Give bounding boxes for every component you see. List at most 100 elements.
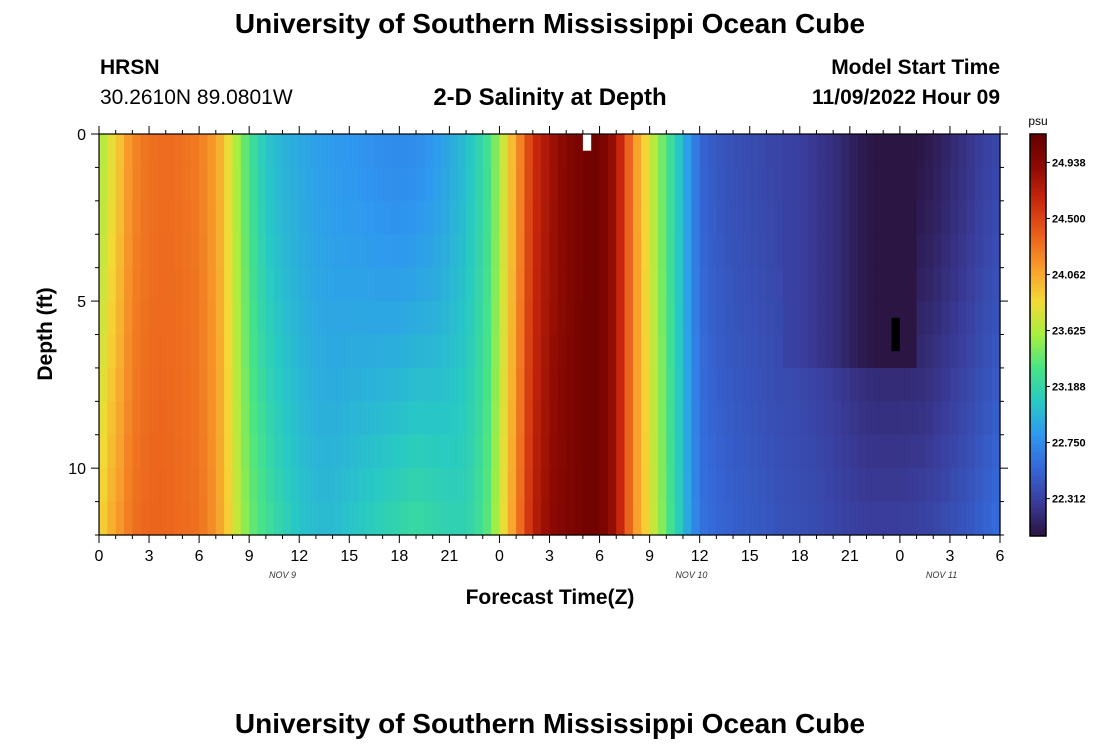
heatmap-cell [649,501,659,536]
heatmap-cell [916,434,926,469]
heatmap-cell [507,468,517,503]
heatmap-cell [916,234,926,269]
heatmap-cell [866,401,876,436]
heatmap-cell [716,234,726,269]
heatmap-cell [908,234,918,269]
heatmap-cell [591,167,601,202]
heatmap-cell [824,267,834,302]
heatmap-cell [532,468,542,503]
heatmap-cell [274,501,284,536]
heatmap-cell [274,301,284,336]
heatmap-cell [399,468,409,503]
heatmap-cell [641,301,651,336]
heatmap-cell [741,267,751,302]
heatmap-cell [332,334,342,369]
heatmap-cell [340,267,350,302]
heatmap-cell [182,234,192,269]
heatmap-cell [749,167,759,202]
heatmap-cell [399,434,409,469]
heatmap-cell [299,301,309,336]
heatmap-cell [424,134,434,169]
heatmap-cell [582,334,592,369]
heatmap-cell [641,468,651,503]
heatmap-cell [491,200,501,235]
heatmap-cell [365,401,375,436]
heatmap-cell [324,334,334,369]
heatmap-cell [532,200,542,235]
heatmap-cell [274,234,284,269]
heatmap-cell [549,134,559,169]
heatmap-cell [441,501,450,536]
heatmap-cell [399,367,409,402]
heatmap-cell [524,167,534,202]
heatmap-cell [557,200,567,235]
heatmap-cell [407,334,417,369]
heatmap-cell [699,167,709,202]
heatmap-cell [816,267,826,302]
heatmap-cell [357,468,367,503]
heatmap-cell [165,434,175,469]
heatmap-cell [541,301,551,336]
heatmap-cell [207,167,217,202]
heatmap-cell [591,367,601,402]
heatmap-cell [466,134,476,169]
heatmap-cell [616,200,626,235]
heatmap-cell [858,267,868,302]
heatmap-cell [649,301,659,336]
heatmap-cell [849,167,859,202]
heatmap-cell [224,501,234,536]
heatmap-cell [107,200,117,235]
heatmap-cell [174,200,184,235]
heatmap-cell [974,200,984,235]
heatmap-cell [649,267,659,302]
heatmap-cell [616,468,626,503]
heatmap-cell [499,468,509,503]
y-axis-label: Depth (ft) [34,287,57,380]
heatmap-cell [582,200,592,235]
heatmap-cell [124,334,133,369]
heatmap-cell [824,468,834,503]
heatmap-cell [115,401,125,436]
heatmap-cell [991,401,1001,436]
heatmap-cell [532,501,542,536]
station-name: HRSN [100,56,160,79]
heatmap-cell [357,367,367,402]
heatmap-cell [541,401,551,436]
heatmap-cell [991,134,1001,169]
heatmap-cell [833,434,843,469]
heatmap-cell [916,200,926,235]
heatmap-cell [307,267,317,302]
heatmap-cell [716,267,726,302]
heatmap-cell [140,401,150,436]
heatmap-cell [416,468,425,503]
heatmap-cell [641,334,651,369]
heatmap-cell [374,301,384,336]
heatmap-cell [699,200,709,235]
heatmap-cell [265,301,275,336]
heatmap-cell [115,167,125,202]
heatmap-cell [307,468,317,503]
heatmap-cell [774,167,784,202]
heatmap-cell [274,134,284,169]
heatmap-cell [933,367,943,402]
heatmap-cell [507,267,517,302]
heatmap-cell [816,301,826,336]
heatmap-cell [516,468,526,503]
heatmap-cell [716,167,726,202]
y-tick-label: 0 [77,127,86,144]
heatmap-cell [949,200,959,235]
heatmap-cell [599,367,609,402]
heatmap-cell [432,234,442,269]
heatmap-cell [390,234,400,269]
heatmap-cell [215,501,225,536]
heatmap-cell [849,401,859,436]
heatmap-cell [190,468,200,503]
heatmap-cell [541,468,551,503]
heatmap-cell [190,401,200,436]
heatmap-cell [149,200,158,235]
heatmap-cell [290,167,300,202]
heatmap-cell [691,401,701,436]
heatmap-cell [607,200,617,235]
heatmap-cell [566,367,576,402]
heatmap-cell [933,501,943,536]
